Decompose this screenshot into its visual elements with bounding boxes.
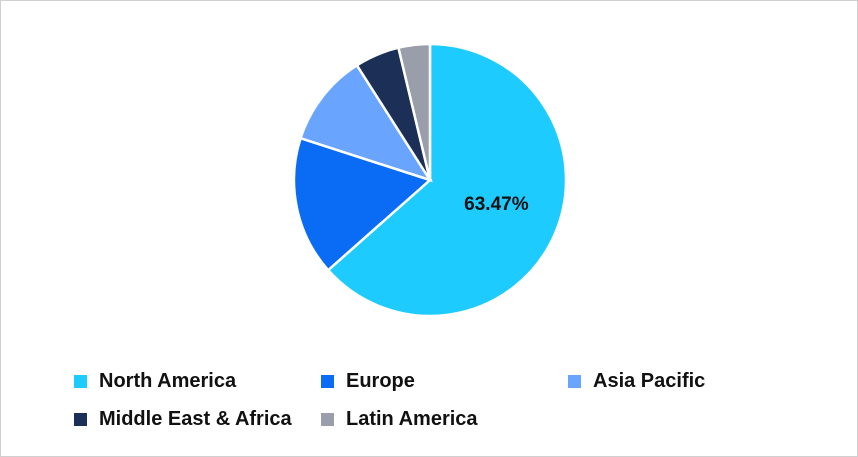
pie-slice-latin-america bbox=[396, 42, 432, 181]
legend-item: Middle East & Africa bbox=[74, 408, 292, 431]
legend-label: Asia Pacific bbox=[593, 370, 706, 392]
legend-label: North America bbox=[99, 370, 237, 392]
data-label: 63.47% bbox=[464, 194, 529, 215]
legend-swatch bbox=[74, 375, 87, 388]
legend-swatch bbox=[321, 413, 334, 426]
legend-swatch bbox=[568, 375, 581, 388]
legend-item: Latin America bbox=[321, 408, 478, 431]
pie-slice-north-america bbox=[326, 42, 568, 318]
legend-swatch bbox=[321, 375, 334, 388]
pie-slice-europe bbox=[292, 136, 433, 272]
legend-swatch bbox=[74, 413, 87, 426]
legend-label: Latin America bbox=[346, 408, 478, 430]
legend-item: North America bbox=[74, 370, 236, 393]
legend-item: Europe bbox=[321, 370, 415, 393]
legend-label: Europe bbox=[346, 370, 415, 392]
legend-label: Middle East & Africa bbox=[99, 408, 292, 430]
pie-slice-asia-pacific bbox=[299, 63, 433, 183]
legend-item: Asia Pacific bbox=[568, 370, 705, 393]
